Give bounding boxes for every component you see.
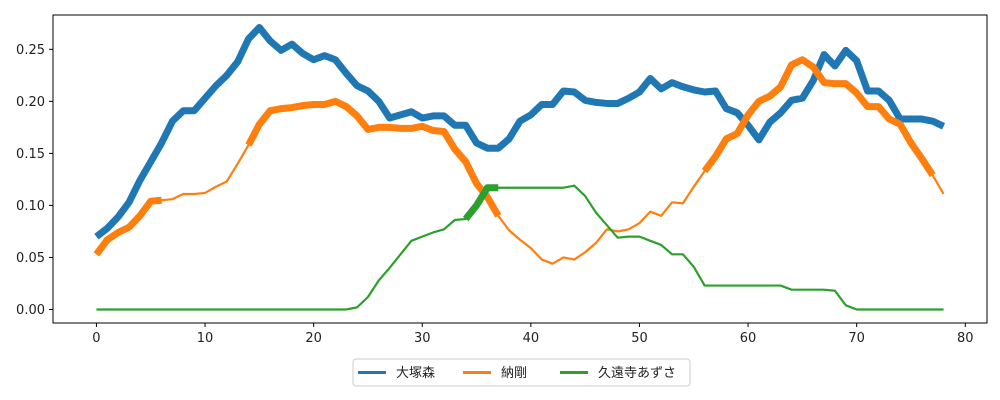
legend: 大塚森 納剛 久遠寺あずさ [352,358,691,387]
x-tick-label: 10 [197,331,214,346]
legend-label-3: 久遠寺あずさ [598,366,676,381]
series-1-thick-segment-1 [94,23,946,240]
series-2-thick-segment-1 [93,196,162,257]
y-tick-label: 0.15 [16,147,45,162]
y-tick-label: 0.20 [16,95,45,110]
legend-box [352,358,691,387]
series-2-thick-segment-3 [701,56,936,178]
y-tick-label: 0.10 [16,199,45,214]
series-3-thick-segment-1 [462,184,499,222]
series-line-2 [95,58,945,265]
legend-label-2: 納剛 [501,366,527,381]
x-tick-label: 20 [305,331,322,346]
x-tick-label: 40 [523,331,540,346]
y-tick-label: 0.25 [16,43,45,58]
series-line-1 [95,26,945,238]
x-tick-label: 80 [957,331,974,346]
x-tick-label: 0 [92,331,100,346]
y-tick-label: 0.00 [16,303,45,318]
series-layer [93,23,946,311]
plot-frame [52,14,988,324]
legend-label-1: 大塚森 [396,366,435,381]
series-line-3 [96,184,944,311]
x-tick-label: 60 [740,331,757,346]
x-tick-label: 30 [414,331,431,346]
x-tick-label: 70 [848,331,865,346]
series-2-thick-segment-2 [245,97,502,218]
axes-layer: 0 10 20 30 40 50 60 70 80 0.00 0.05 0.10 0.15 0.20 0.2… [16,43,974,346]
x-tick-label: 50 [631,331,648,346]
y-tick-label: 0.05 [16,251,45,266]
